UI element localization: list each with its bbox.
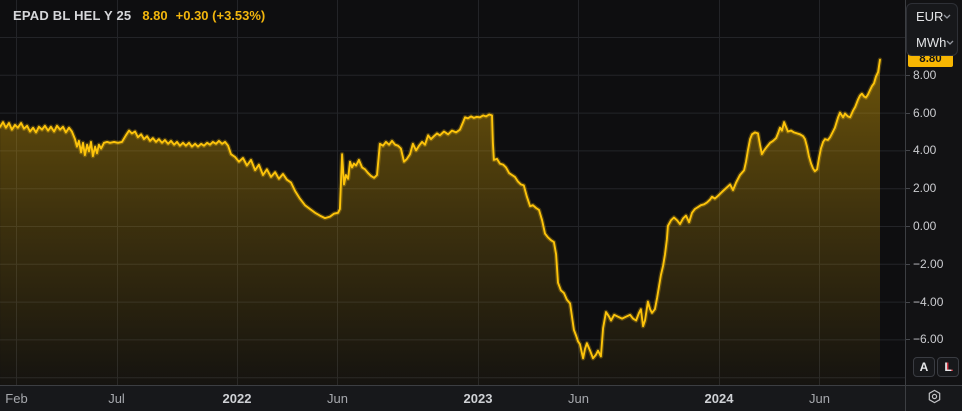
gear-icon xyxy=(927,389,942,409)
y-axis-tick xyxy=(906,188,910,190)
y-axis-label: −2.00 xyxy=(913,256,944,271)
log-scale-button[interactable]: L xyxy=(937,357,959,377)
y-axis-label: −4.00 xyxy=(913,294,944,309)
x-axis-label: Jun xyxy=(568,391,589,406)
y-axis-label: 2.00 xyxy=(913,181,937,196)
chart-pane[interactable] xyxy=(0,0,905,385)
unit-selector-panel: EUR MWh xyxy=(906,3,958,56)
x-axis-label: Jun xyxy=(327,391,348,406)
y-axis-label: 8.00 xyxy=(913,67,937,82)
scale-settings-corner[interactable] xyxy=(905,385,962,411)
x-axis-label: Feb xyxy=(5,391,28,406)
y-axis-label: −6.00 xyxy=(913,332,944,347)
y-axis-tick xyxy=(906,226,910,227)
price-change: +0.30 (+3.53%) xyxy=(175,8,266,23)
currency-dropdown[interactable]: EUR xyxy=(907,4,957,30)
y-axis-tick xyxy=(906,339,910,341)
time-scale[interactable]: Feb Jul 2022 Jun 2023 Jun 2024 Jun xyxy=(0,385,905,411)
x-axis-label: 2024 xyxy=(704,391,734,406)
chevron-down-icon xyxy=(946,38,954,47)
chart-legend: EPAD BL HEL Y 25 8.80 +0.30 (+3.53%) xyxy=(13,8,265,23)
y-axis-tick xyxy=(906,150,910,152)
y-axis-label: 6.00 xyxy=(913,105,937,120)
y-axis-tick xyxy=(906,74,910,76)
x-axis-label: Jul xyxy=(108,391,125,406)
y-axis-tick xyxy=(906,263,910,265)
y-axis-tick xyxy=(906,301,910,303)
x-axis-label: Jun xyxy=(809,391,830,406)
symbol-name[interactable]: EPAD BL HEL Y 25 xyxy=(13,8,132,23)
last-price: 8.80 xyxy=(142,8,168,23)
auto-scale-button[interactable]: A xyxy=(913,357,935,377)
y-axis-label: 0.00 xyxy=(913,219,937,233)
y-axis-label: 4.00 xyxy=(913,143,937,158)
x-axis-label: 2023 xyxy=(463,391,493,406)
price-scale[interactable]: 8.80 EUR MWh A L 8.00 6.00 4.00 2.00 0.00 −2.… xyxy=(905,0,962,385)
price-line-series xyxy=(0,58,881,360)
price-area-fill xyxy=(0,59,881,385)
y-axis-tick xyxy=(906,112,910,114)
unit-dropdown[interactable]: MWh xyxy=(907,30,957,56)
x-axis-label: 2022 xyxy=(222,391,252,406)
chevron-down-icon xyxy=(943,12,951,21)
currency-label: EUR xyxy=(916,9,944,25)
unit-label: MWh xyxy=(916,34,947,50)
